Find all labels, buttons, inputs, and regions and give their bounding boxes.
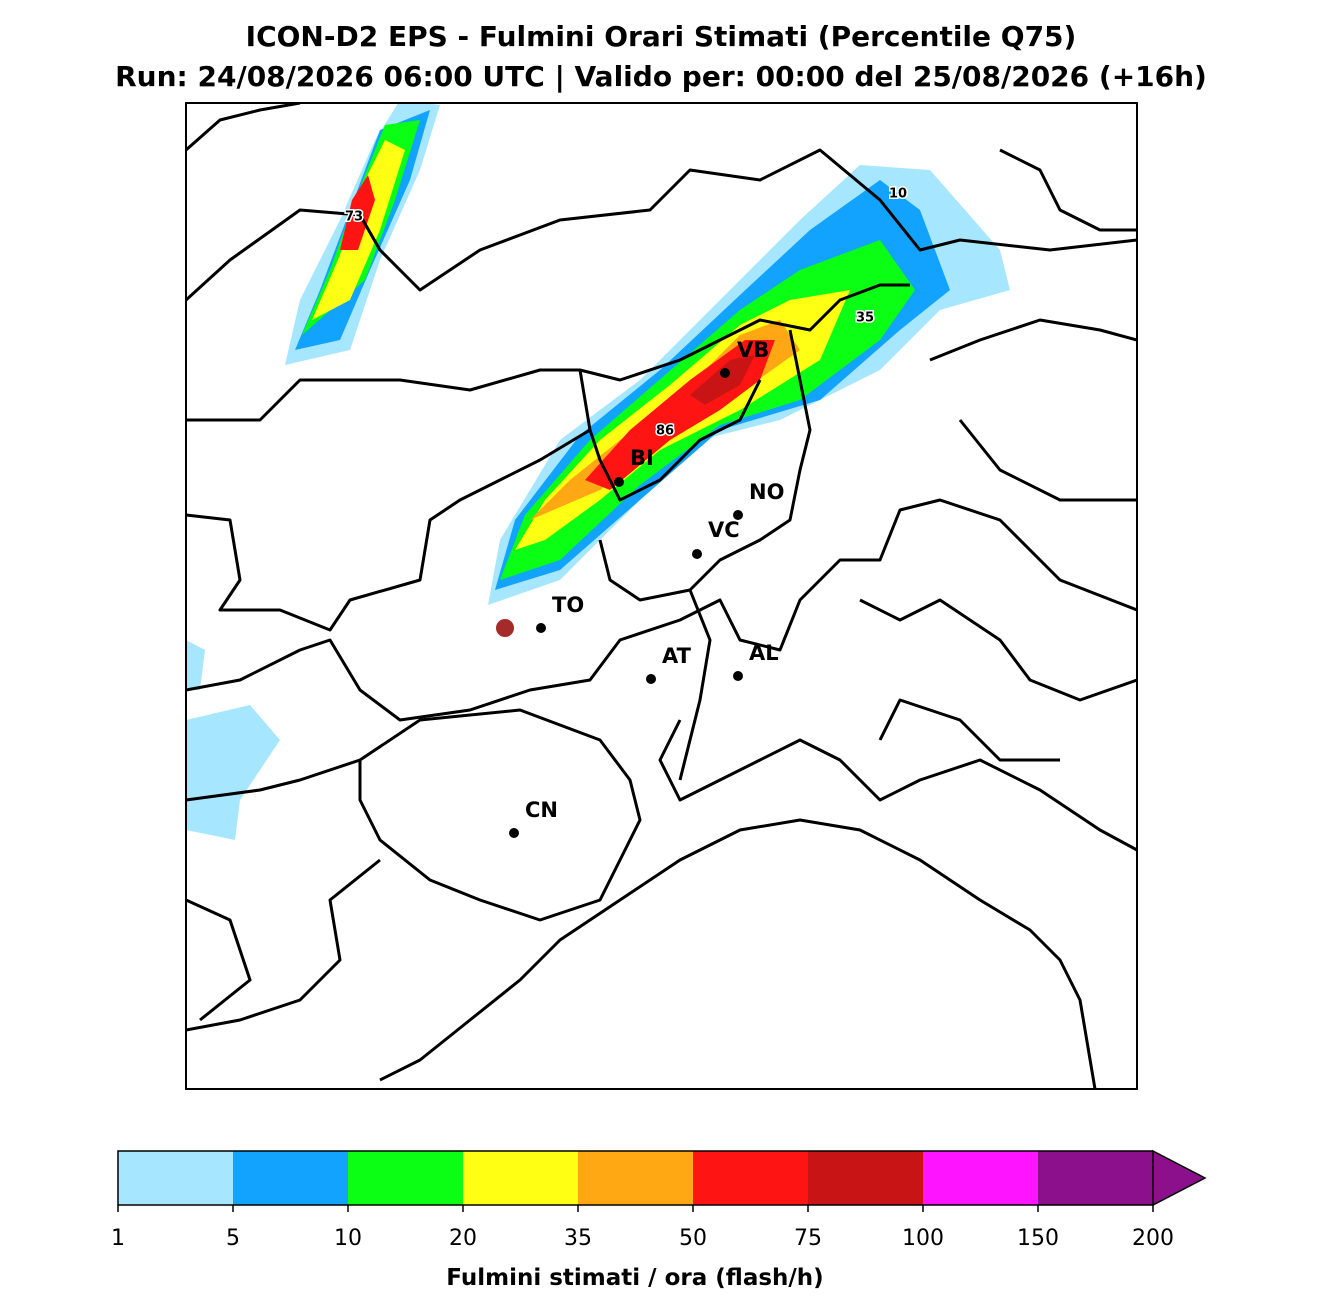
location-marker [496, 619, 514, 637]
peak-label: 10 [889, 187, 907, 202]
map-frame [185, 102, 1138, 1090]
colorbar: 1 5 10 20 35 50 75 100 150 200 [111, 1149, 1207, 1251]
colorbar-bin [808, 1151, 924, 1205]
colorbar-bin [1038, 1151, 1154, 1205]
peak-label: 73 [345, 210, 363, 225]
colorbar-bin [118, 1151, 234, 1205]
borders [186, 103, 1137, 1089]
city-label: NO [749, 480, 784, 504]
colorbar-tick-label: 200 [1132, 1226, 1174, 1251]
city-dot [733, 510, 743, 520]
city-dot [536, 623, 546, 633]
city-dot [720, 368, 730, 378]
colorbar-tick-label: 20 [449, 1226, 477, 1251]
peak-labels: 73 86 35 10 [343, 185, 908, 440]
peak-label: 35 [856, 311, 874, 326]
cities: VB BI NO VC TO AT AL CN [496, 338, 784, 838]
city-label: VB [737, 338, 769, 362]
colorbar-bin [693, 1151, 809, 1205]
colorbar-extend [1152, 1149, 1207, 1207]
colorbar-tick-label: 100 [902, 1226, 944, 1251]
colorbar-tick-label: 5 [226, 1226, 240, 1251]
city-label: VC [708, 518, 740, 542]
city-label: BI [630, 446, 654, 470]
colorbar-label: Fulmini stimati / ora (flash/h) [446, 1265, 823, 1291]
colorbar-tick-label: 35 [564, 1226, 592, 1251]
city-dot [614, 477, 624, 487]
city-dot [646, 674, 656, 684]
colorbar-bin [348, 1151, 464, 1205]
colorbar-outline [117, 1150, 1153, 1206]
peak-label: 86 [656, 424, 674, 439]
lightning-field [186, 103, 1010, 840]
colorbar-bin [463, 1151, 579, 1205]
city-dot [692, 549, 702, 559]
subtitle: Run: 24/08/2026 06:00 UTC | Valido per: … [115, 60, 1207, 93]
city-label: TO [552, 593, 584, 617]
colorbar-bin [233, 1151, 349, 1205]
map: VB BI NO VC TO AT AL CN 73 86 35 10 [186, 103, 1137, 1089]
colorbar-tick-label: 1 [111, 1226, 125, 1251]
colorbar-tick-label: 150 [1017, 1226, 1059, 1251]
title: ICON-D2 EPS - Fulmini Orari Stimati (Per… [246, 20, 1077, 53]
colorbar-tick-label: 50 [679, 1226, 707, 1251]
colorbar-bin [923, 1151, 1039, 1205]
colorbar-bin [578, 1151, 694, 1205]
city-dot [733, 671, 743, 681]
colorbar-tick-label: 75 [794, 1226, 822, 1251]
colorbar-tick-label: 10 [334, 1226, 362, 1251]
city-dot [509, 828, 519, 838]
city-label: CN [525, 798, 558, 822]
city-label: AL [749, 641, 779, 665]
city-label: AT [662, 644, 692, 668]
